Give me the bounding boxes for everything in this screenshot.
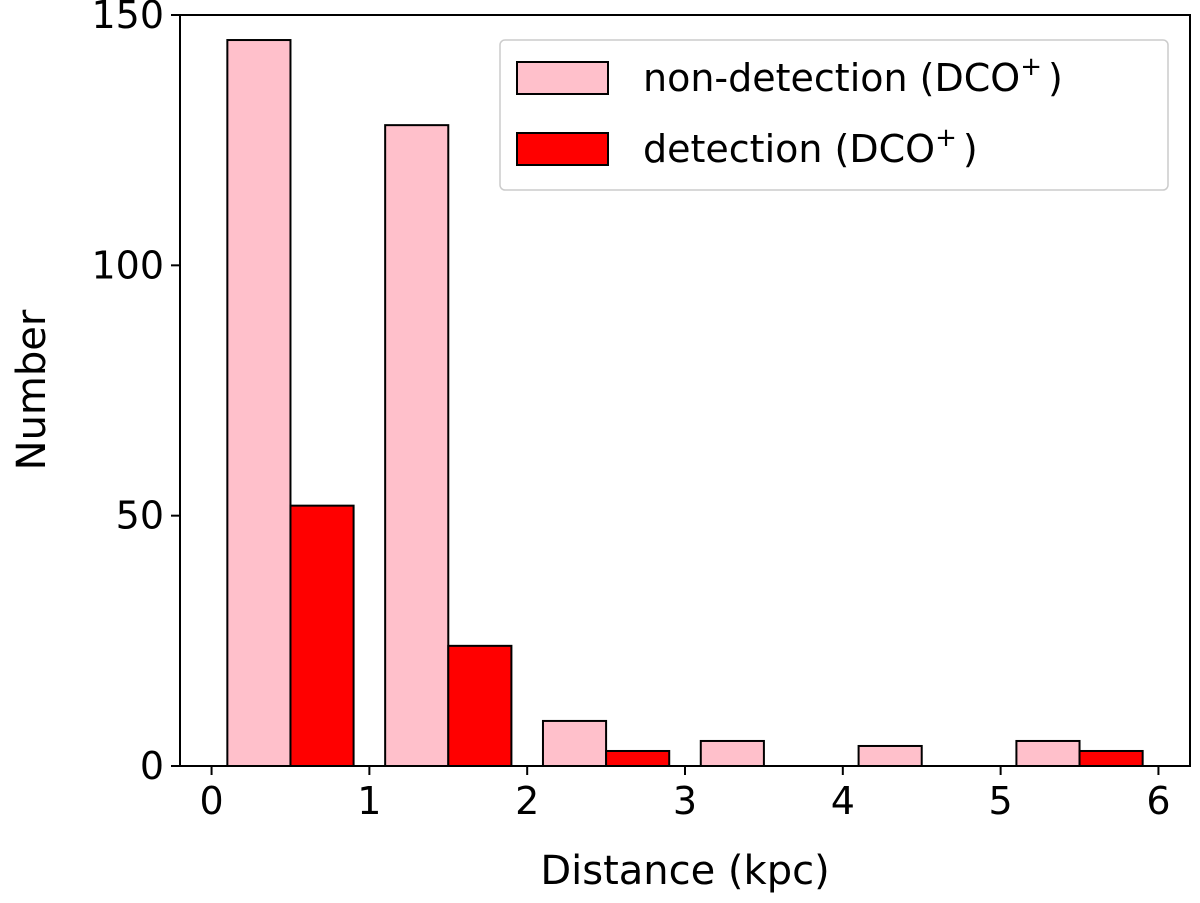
bar-detection-bin-5 xyxy=(1078,749,1144,767)
bar-non-detection-bin-4 xyxy=(857,744,923,767)
bar-non-detection-bin-1 xyxy=(384,124,450,767)
y-tick-label: 150 xyxy=(91,0,164,37)
bars-group xyxy=(226,39,1144,768)
bar-detection-bin-0 xyxy=(289,504,355,767)
bar-detection-bin-1 xyxy=(447,644,513,768)
legend: non-detection (DCO+) detection (DCO+) xyxy=(499,39,1169,191)
x-tick-label: 5 xyxy=(989,779,1013,823)
y-axis-title: Number xyxy=(9,309,55,470)
x-tick-label: 2 xyxy=(515,779,539,823)
x-tick-label: 3 xyxy=(673,779,697,823)
bar-non-detection-bin-2 xyxy=(541,719,608,768)
legend-label-detection: detection (DCO+) xyxy=(643,123,978,171)
x-tick-label: 1 xyxy=(357,779,381,823)
y-tick-label: 50 xyxy=(116,494,164,538)
legend-frame xyxy=(499,39,1169,191)
bar-non-detection-bin-3 xyxy=(699,739,765,768)
y-axis: 0 50 100 150 xyxy=(91,0,180,788)
x-axis-title: Distance (kpc) xyxy=(540,848,829,894)
bar-non-detection-bin-0 xyxy=(226,39,292,768)
legend-swatch-non-detection xyxy=(516,61,609,95)
x-tick-label: 6 xyxy=(1146,779,1170,823)
y-tick-label: 100 xyxy=(91,243,164,287)
x-tick-label: 0 xyxy=(199,779,223,823)
legend-swatch-detection xyxy=(516,132,609,166)
x-axis: 0 1 2 3 4 5 6 xyxy=(199,766,1171,823)
y-tick-label: 0 xyxy=(140,744,164,788)
bar-non-detection-bin-5 xyxy=(1015,739,1081,768)
legend-label-non-detection: non-detection (DCO+) xyxy=(643,52,1063,100)
bar-detection-bin-2 xyxy=(605,749,671,767)
x-tick-label: 4 xyxy=(831,779,855,823)
